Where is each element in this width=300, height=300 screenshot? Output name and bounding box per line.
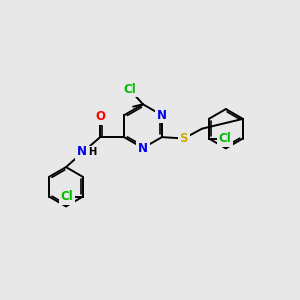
Text: H: H bbox=[88, 147, 97, 157]
Text: O: O bbox=[95, 110, 105, 123]
Text: Cl: Cl bbox=[123, 82, 136, 96]
Text: N: N bbox=[77, 145, 87, 158]
Text: S: S bbox=[180, 132, 188, 145]
Text: N: N bbox=[138, 142, 148, 154]
Text: Cl: Cl bbox=[218, 132, 231, 145]
Text: N: N bbox=[157, 109, 167, 122]
Text: Cl: Cl bbox=[61, 190, 74, 203]
